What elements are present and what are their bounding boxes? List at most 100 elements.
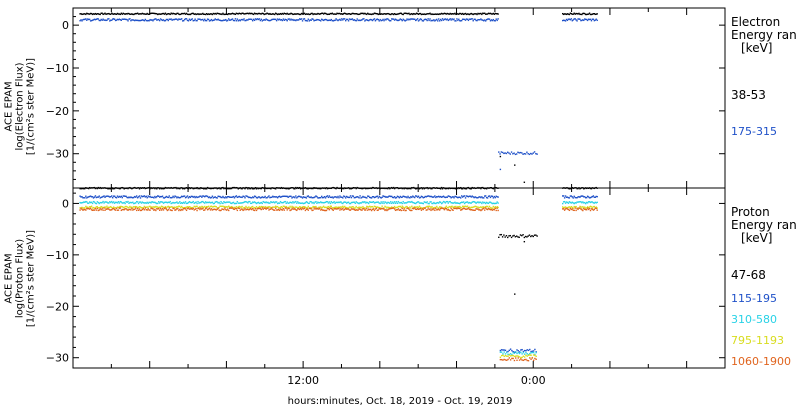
data-point (367, 187, 369, 190)
data-point (425, 196, 427, 198)
data-point (87, 18, 89, 20)
data-point (329, 196, 332, 198)
data-point (120, 12, 123, 14)
data-point (172, 207, 174, 210)
data-point (490, 13, 493, 15)
data-point (377, 201, 379, 203)
data-point (259, 187, 262, 190)
data-point (396, 209, 399, 211)
data-point (149, 209, 151, 211)
data-point (325, 19, 328, 21)
data-point (403, 187, 405, 190)
data-point (179, 187, 181, 190)
data-point (160, 205, 163, 207)
data-point (344, 12, 346, 14)
data-point (225, 201, 227, 204)
data-point (223, 13, 225, 16)
data-point (507, 355, 509, 357)
data-point (166, 18, 169, 21)
data-point (350, 208, 353, 210)
data-point (570, 187, 573, 190)
data-point (257, 206, 260, 209)
data-point (408, 201, 410, 203)
data-point (106, 13, 108, 15)
data-point (177, 187, 179, 189)
data-point (279, 206, 282, 209)
data-point (172, 201, 174, 204)
data-point (128, 196, 130, 198)
data-point (214, 196, 216, 198)
data-point (335, 196, 337, 198)
data-point (417, 208, 420, 211)
data-point (445, 205, 448, 207)
data-point (203, 195, 205, 197)
data-point (359, 195, 361, 197)
data-point (105, 201, 107, 203)
data-point (117, 201, 120, 203)
electron-series-175-315 (79, 18, 598, 171)
data-point (156, 202, 158, 205)
data-point (515, 357, 517, 359)
data-point (114, 207, 117, 209)
proton-series-310-580 (79, 200, 598, 356)
data-point (495, 209, 497, 212)
data-point (390, 201, 392, 203)
data-point (262, 200, 264, 203)
data-point (155, 209, 157, 212)
data-point (476, 187, 478, 189)
data-point (526, 359, 528, 362)
data-point (153, 18, 155, 21)
data-point (432, 187, 434, 189)
data-point (390, 187, 392, 189)
data-point (96, 207, 99, 210)
data-point (516, 359, 518, 361)
data-point (252, 13, 255, 16)
data-point (456, 18, 458, 20)
data-point (244, 19, 246, 22)
data-point (227, 187, 229, 190)
data-point (391, 18, 393, 20)
data-point (567, 18, 570, 20)
data-point (125, 13, 127, 15)
data-point (578, 201, 580, 203)
data-point (205, 207, 208, 209)
data-point (194, 201, 196, 204)
data-point (236, 209, 239, 212)
data-point (288, 18, 290, 20)
proton-legend-title: Proton Energy ran [keV] (731, 205, 797, 245)
data-point (146, 209, 148, 211)
data-point (499, 356, 502, 359)
data-point (100, 18, 102, 21)
data-point (460, 206, 462, 209)
data-point (481, 209, 483, 211)
data-point (504, 359, 507, 361)
data-point (335, 208, 337, 210)
data-point (323, 209, 326, 212)
data-point (125, 208, 127, 210)
data-point (290, 187, 292, 189)
data-point (407, 201, 409, 203)
data-point (284, 18, 286, 21)
data-point (479, 201, 481, 203)
data-point (130, 187, 132, 189)
data-point (121, 206, 123, 208)
data-point (126, 13, 128, 15)
data-point (225, 206, 227, 208)
data-point (89, 207, 92, 210)
data-point (566, 187, 569, 189)
data-point (189, 208, 192, 210)
data-point (348, 206, 351, 208)
data-point (247, 207, 249, 209)
data-point (453, 207, 455, 210)
data-point (236, 187, 239, 189)
data-point (125, 205, 127, 208)
data-point (156, 13, 158, 15)
data-point (122, 206, 124, 208)
data-point (429, 12, 431, 14)
data-point (158, 207, 160, 210)
data-point (585, 187, 588, 190)
data-point (467, 196, 470, 198)
data-point (145, 208, 147, 211)
data-point (207, 196, 210, 199)
data-point (443, 207, 446, 209)
